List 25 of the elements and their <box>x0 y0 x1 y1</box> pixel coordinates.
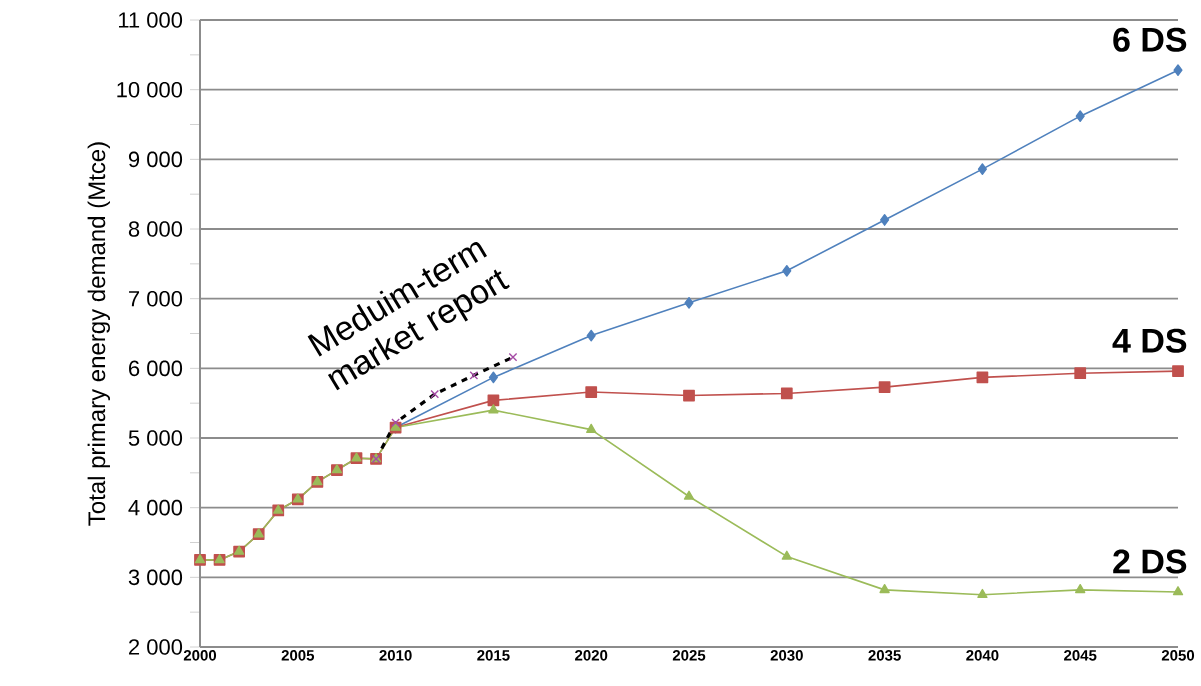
x-tick-label: 2000 <box>183 650 217 661</box>
x-tick-label: 2015 <box>477 650 510 661</box>
y-tick-label: 10 000 <box>117 81 183 98</box>
y-tick-label: 8 000 <box>128 221 183 237</box>
y-tick-label: 5 000 <box>128 430 183 446</box>
x-tick-label: 2005 <box>281 650 315 661</box>
x-tick-label: 2025 <box>672 650 706 661</box>
x-tick-label: 2040 <box>966 650 999 661</box>
x-tick-label: 2020 <box>575 650 608 661</box>
y-tick-label: 7 000 <box>129 290 183 307</box>
x-tick-label: 2050 <box>1161 650 1195 661</box>
x-tick-label: 2035 <box>868 650 901 661</box>
series-label: 4 DS <box>1112 328 1187 353</box>
y-tick-label: 6 000 <box>129 360 183 377</box>
y-tick-label: 3 000 <box>128 569 183 586</box>
y-tick-label: 11 000 <box>119 12 183 28</box>
x-tick-label: 2030 <box>770 650 803 661</box>
y-tick-label: 2 000 <box>129 639 183 655</box>
series-label: 2 DS <box>1113 549 1187 574</box>
y-tick-label: 9 000 <box>128 151 183 168</box>
y-axis-title: Total primary energy demand (Mtce) <box>87 142 110 526</box>
series-label: 6 DS <box>1113 27 1187 52</box>
x-tick-label: 2045 <box>1064 650 1097 661</box>
y-tick-label: 4 000 <box>128 499 183 516</box>
x-tick-label: 2010 <box>379 650 412 661</box>
